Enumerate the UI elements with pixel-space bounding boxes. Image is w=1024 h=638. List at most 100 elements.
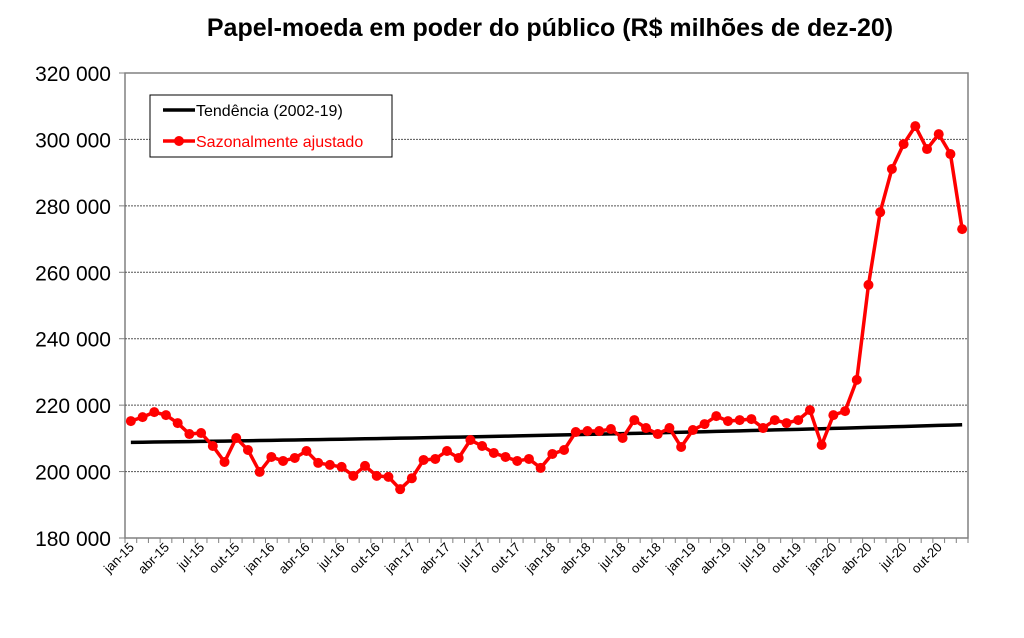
data-point xyxy=(196,428,207,439)
data-point xyxy=(360,460,371,471)
data-point xyxy=(957,224,968,235)
x-tick-label: jan-20 xyxy=(803,540,840,577)
legend: Tendência (2002-19) Sazonalmente ajustad… xyxy=(149,94,393,158)
data-point xyxy=(863,279,874,290)
data-point xyxy=(477,440,488,451)
data-point xyxy=(875,207,886,218)
data-point xyxy=(734,415,745,426)
data-point xyxy=(242,444,253,455)
data-point xyxy=(804,405,815,416)
data-point xyxy=(137,412,148,423)
y-tick-label: 180 000 xyxy=(35,528,111,551)
data-point xyxy=(605,424,616,435)
x-tick-label: abr-20 xyxy=(837,540,874,577)
data-point xyxy=(699,419,710,430)
data-point xyxy=(945,149,956,160)
data-point xyxy=(664,423,675,434)
x-tick-label: abr-16 xyxy=(275,540,312,577)
data-point xyxy=(430,453,441,464)
x-tick-label: out-18 xyxy=(627,540,664,577)
data-point xyxy=(687,425,698,436)
data-point xyxy=(266,451,277,462)
data-point xyxy=(219,456,230,467)
data-point xyxy=(840,406,851,417)
data-point xyxy=(406,473,417,484)
y-tick-label: 200 000 xyxy=(35,462,111,485)
data-point xyxy=(781,418,792,429)
x-tick-label: jul-15 xyxy=(173,540,207,574)
x-tick-label: out-20 xyxy=(908,540,945,577)
data-point xyxy=(746,414,757,425)
x-tick-label: abr-15 xyxy=(135,540,172,577)
x-tick-label: jul-19 xyxy=(735,540,769,574)
data-point xyxy=(207,440,218,451)
data-point xyxy=(254,466,265,477)
data-point xyxy=(313,457,324,468)
data-point xyxy=(383,471,394,482)
x-tick-label: jan-16 xyxy=(241,540,278,577)
data-point xyxy=(898,139,909,150)
data-point xyxy=(278,455,289,466)
data-point xyxy=(582,426,593,437)
data-point xyxy=(184,429,195,440)
data-point xyxy=(933,129,944,140)
data-point xyxy=(336,461,347,472)
data-point xyxy=(769,415,780,426)
legend-marker-sa xyxy=(174,136,184,146)
y-tick-label: 260 000 xyxy=(35,262,111,285)
y-tick-label: 320 000 xyxy=(35,63,111,86)
data-point xyxy=(172,418,183,429)
data-point xyxy=(500,451,511,462)
data-point xyxy=(910,121,921,132)
data-point xyxy=(453,452,464,463)
data-point xyxy=(570,427,581,438)
data-point xyxy=(512,455,523,466)
x-tick-label: out-15 xyxy=(206,540,243,577)
data-point xyxy=(641,423,652,434)
data-point xyxy=(828,410,839,421)
legend-label-trend: Tendência (2002-19) xyxy=(196,103,343,120)
data-point xyxy=(465,435,476,446)
data-point xyxy=(793,415,804,426)
x-tick-label: jan-18 xyxy=(522,540,559,577)
data-point xyxy=(886,163,897,174)
x-tick-label: jul-17 xyxy=(454,540,488,574)
data-point xyxy=(922,144,933,155)
y-tick-label: 300 000 xyxy=(35,129,111,152)
data-point xyxy=(289,452,300,463)
data-point xyxy=(160,410,171,421)
data-point xyxy=(418,454,429,465)
data-point xyxy=(488,447,499,458)
data-point xyxy=(324,459,335,470)
data-point xyxy=(711,411,722,422)
y-tick-label: 280 000 xyxy=(35,196,111,219)
x-tick-label: out-16 xyxy=(346,540,383,577)
data-point xyxy=(676,441,687,452)
data-point xyxy=(149,407,160,418)
x-tick-label: jul-18 xyxy=(595,540,629,574)
x-tick-label: out-17 xyxy=(487,540,524,577)
x-tick-label: abr-19 xyxy=(697,540,734,577)
data-point xyxy=(125,416,136,427)
data-point xyxy=(535,462,546,473)
data-point xyxy=(348,470,359,481)
data-point xyxy=(559,444,570,455)
trend-line xyxy=(130,422,963,445)
data-point xyxy=(395,484,406,495)
data-point xyxy=(629,415,640,426)
x-tick-label: jul-20 xyxy=(876,540,910,574)
x-tick-label: out-19 xyxy=(768,540,805,577)
x-tick-label: jan-19 xyxy=(662,540,699,577)
legend-label-sa: Sazonalmente ajustado xyxy=(196,134,363,151)
data-point xyxy=(758,423,769,434)
data-point xyxy=(441,445,452,456)
chart-title: Papel-moeda em poder do público (R$ milh… xyxy=(207,14,893,42)
data-point xyxy=(371,470,382,481)
data-point xyxy=(523,453,534,464)
data-point xyxy=(722,416,733,427)
x-tick-label: jan-17 xyxy=(381,540,418,577)
y-tick-label: 240 000 xyxy=(35,329,111,352)
x-tick-label: abr-18 xyxy=(556,540,593,577)
data-point xyxy=(594,426,605,437)
